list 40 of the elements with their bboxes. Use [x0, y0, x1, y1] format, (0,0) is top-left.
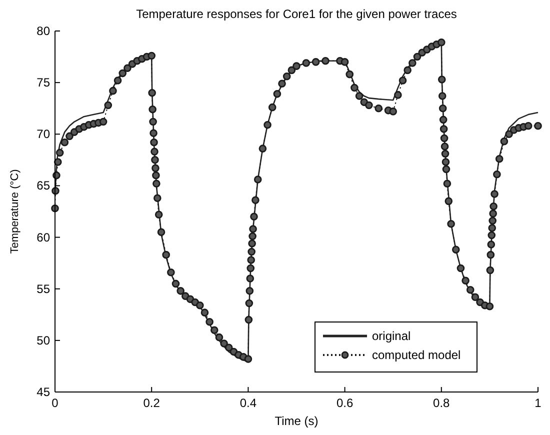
y-tick-label: 60 [36, 230, 50, 244]
chart-title: Temperature responses for Core1 for the given power traces [136, 7, 457, 21]
point [447, 220, 455, 228]
legend-label: original [372, 329, 411, 343]
point [486, 266, 494, 274]
point [246, 264, 255, 272]
x-tick-label: 0.6 [336, 396, 354, 410]
point [254, 176, 262, 184]
y-tick-label: 75 [36, 76, 50, 90]
point [264, 120, 272, 129]
x-tick-label: 0 [52, 396, 59, 410]
x-tick-label: 1 [534, 396, 542, 410]
y-tick-label: 80 [36, 24, 50, 38]
point [302, 59, 310, 67]
point [440, 125, 448, 133]
point [442, 165, 450, 174]
point [273, 90, 282, 98]
y-tick-label: 70 [36, 127, 50, 142]
y-tick-label: 65 [36, 178, 50, 193]
y-tick-label: 45 [36, 385, 50, 399]
point [249, 225, 257, 233]
point [452, 246, 460, 254]
point [258, 144, 267, 152]
point [244, 316, 253, 324]
y-axis-title: Temperature (°C) [9, 169, 21, 254]
legend-label: computed model [372, 348, 461, 362]
x-tick-label: 0.2 [143, 396, 160, 410]
x-tick-label: 0.4 [240, 396, 257, 410]
y-tick-label: 55 [36, 282, 50, 296]
point [438, 76, 446, 84]
y-tick-label: 50 [36, 333, 50, 348]
point [438, 38, 446, 46]
point [282, 72, 291, 80]
point [413, 52, 422, 61]
x-tick-label: 0.8 [433, 396, 450, 410]
point [456, 264, 465, 272]
x-axis-title: Time (s) [274, 414, 318, 428]
point [292, 62, 300, 70]
point [268, 103, 276, 112]
point [148, 88, 156, 97]
